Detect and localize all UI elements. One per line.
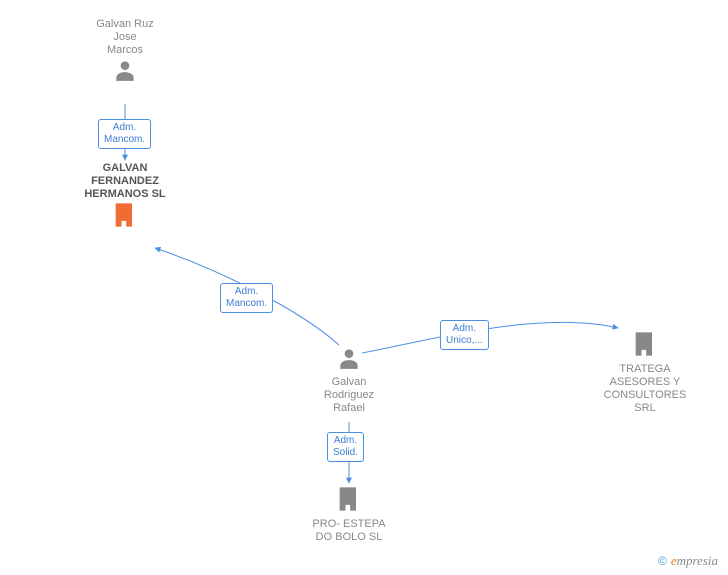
building-icon <box>111 216 139 233</box>
building-icon <box>335 500 363 517</box>
edge-label-p1-c1: Adm. Mancom. <box>98 119 151 149</box>
node-person-galvan-ruz[interactable]: Galvan Ruz Jose Marcos <box>75 18 175 88</box>
node-label: Galvan Rodriguez Rafael <box>299 376 399 415</box>
node-person-galvan-rodriguez[interactable]: Galvan Rodriguez Rafael <box>299 345 399 415</box>
building-icon <box>631 345 659 362</box>
org-network-diagram: Adm. Mancom. Adm. Mancom. Adm. Unico,...… <box>0 0 728 575</box>
edge-label-p2-c1: Adm. Mancom. <box>220 283 273 313</box>
person-icon <box>336 358 362 375</box>
watermark-text: mpresia <box>677 553 718 568</box>
node-company-tratega[interactable]: TRATEGA ASESORES Y CONSULTORES SRL <box>595 330 695 415</box>
node-company-galvan-fernandez[interactable]: GALVAN FERNANDEZ HERMANOS SL <box>75 162 175 234</box>
edge-label-p2-c3: Adm. Unico,... <box>440 320 489 350</box>
watermark: ©empresia <box>658 553 718 569</box>
node-label: TRATEGA ASESORES Y CONSULTORES SRL <box>595 363 695 415</box>
node-company-proestepa[interactable]: PRO- ESTEPA DO BOLO SL <box>299 485 399 544</box>
node-label: Galvan Ruz Jose Marcos <box>75 18 175 57</box>
person-icon <box>112 70 138 87</box>
edge-p2-c3 <box>362 322 618 353</box>
edge-label-p2-c2: Adm. Solid. <box>327 432 364 462</box>
node-label: GALVAN FERNANDEZ HERMANOS SL <box>75 162 175 201</box>
node-label: PRO- ESTEPA DO BOLO SL <box>299 518 399 544</box>
copyright-symbol: © <box>658 554 667 568</box>
